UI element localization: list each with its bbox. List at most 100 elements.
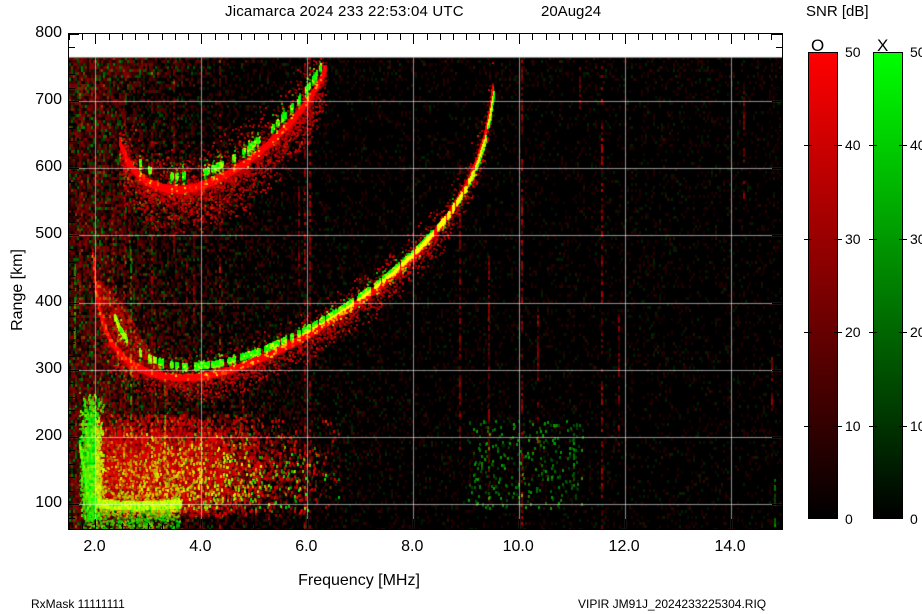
y-tick-left	[69, 195, 75, 197]
y-tick-left	[69, 128, 75, 130]
x-tick-top	[466, 34, 468, 40]
colorbar-x-label: X	[877, 36, 889, 55]
y-tick-left	[69, 369, 79, 371]
y-tick-left	[69, 114, 75, 116]
x-tick-bottom	[452, 523, 454, 529]
y-tick-left	[69, 517, 75, 519]
x-tick-bottom	[466, 523, 468, 529]
y-tick-right	[776, 181, 782, 183]
x-tick-top	[161, 34, 163, 40]
y-tick-left	[69, 101, 79, 103]
colorbar-tick	[869, 239, 877, 240]
colorbar-tick	[899, 426, 907, 427]
x-tick-label: 10.0	[502, 538, 534, 555]
x-tick-top	[121, 34, 123, 40]
x-tick-top	[280, 34, 282, 40]
x-tick-top	[611, 34, 613, 40]
ionogram-canvas[interactable]	[69, 34, 782, 529]
x-tick-label: 14.0	[714, 538, 746, 555]
x-tick-label: 8.0	[401, 538, 424, 555]
x-tick-bottom	[95, 519, 97, 529]
x-tick-top	[651, 34, 653, 40]
colorbar-tick-label: 0	[910, 511, 918, 527]
y-tick-left	[69, 74, 75, 76]
x-tick-bottom	[69, 523, 70, 529]
y-tick-right	[776, 128, 782, 130]
y-tick-left	[69, 329, 75, 331]
x-tick-bottom	[585, 523, 587, 529]
y-tick-right	[776, 329, 782, 331]
y-tick-right	[776, 356, 782, 358]
y-tick-right	[776, 275, 782, 277]
y-tick-left	[69, 316, 75, 318]
x-tick-bottom	[558, 523, 560, 529]
colorbar-tick	[804, 145, 812, 146]
y-tick-right	[776, 396, 782, 398]
x-tick-top	[347, 34, 349, 40]
y-tick-left	[69, 208, 75, 210]
x-tick-bottom	[201, 519, 203, 529]
x-tick-top	[227, 34, 229, 40]
y-tick-left	[69, 181, 75, 183]
x-tick-top	[757, 34, 759, 40]
x-tick-top	[638, 34, 640, 40]
x-tick-bottom	[770, 523, 772, 529]
colorbar-o-label: O	[811, 36, 825, 55]
x-tick-bottom	[492, 523, 494, 529]
x-tick-bottom	[519, 519, 521, 529]
y-tick-right	[776, 316, 782, 318]
colorbar-title: SNR [dB]	[806, 3, 869, 20]
colorbar-tick	[804, 426, 812, 427]
y-tick-right	[776, 342, 782, 344]
y-tick-right	[776, 47, 782, 49]
page-title: Jicamarca 2024 233 22:53:04 UTC	[225, 3, 464, 20]
x-tick-top	[717, 34, 719, 40]
x-tick-bottom	[664, 523, 666, 529]
x-tick-top	[241, 34, 243, 40]
y-tick-right	[772, 436, 782, 438]
y-tick-label: 500	[35, 225, 62, 243]
x-tick-label: 12.0	[608, 538, 640, 555]
colorbar-tick	[869, 332, 877, 333]
y-tick-right	[776, 208, 782, 210]
y-tick-right	[776, 423, 782, 425]
colorbar-tick-label: 50	[910, 44, 922, 60]
x-tick-bottom	[426, 523, 428, 529]
y-tick-right	[776, 490, 782, 492]
y-tick-left	[69, 34, 79, 35]
x-tick-bottom	[505, 523, 507, 529]
y-tick-right	[776, 195, 782, 197]
x-tick-bottom	[307, 519, 309, 529]
x-tick-bottom	[161, 523, 163, 529]
y-tick-left	[69, 436, 79, 438]
x-tick-top	[267, 34, 269, 40]
colorbar-o-mode	[808, 52, 838, 519]
x-tick-top	[201, 34, 203, 44]
y-axis-tick-labels: 100 200 300 400 500 600 700 800	[0, 0, 62, 614]
colorbar-x-mode	[873, 52, 903, 519]
colorbar-tick-label: 20	[845, 324, 861, 341]
x-tick-top	[360, 34, 362, 40]
x-tick-top	[400, 34, 402, 40]
colorbar-tick	[804, 239, 812, 240]
colorbar-tick	[804, 332, 812, 333]
x-tick-bottom	[254, 523, 256, 529]
y-tick-right	[772, 34, 782, 35]
colorbar-tick-label: 20	[910, 324, 922, 341]
colorbar-tick-label: 10	[910, 417, 922, 434]
y-tick-left	[69, 235, 79, 237]
x-tick-bottom	[439, 523, 441, 529]
y-tick-right	[776, 383, 782, 385]
y-tick-right	[776, 248, 782, 250]
x-tick-top	[770, 34, 772, 40]
y-tick-left	[69, 356, 75, 358]
y-tick-left	[69, 222, 75, 224]
x-tick-top	[386, 34, 388, 40]
x-tick-bottom	[532, 523, 534, 529]
x-tick-top	[704, 34, 706, 40]
y-tick-left	[69, 423, 75, 425]
x-tick-top	[664, 34, 666, 40]
x-tick-bottom	[333, 523, 335, 529]
ionogram-plot[interactable]	[68, 33, 783, 530]
